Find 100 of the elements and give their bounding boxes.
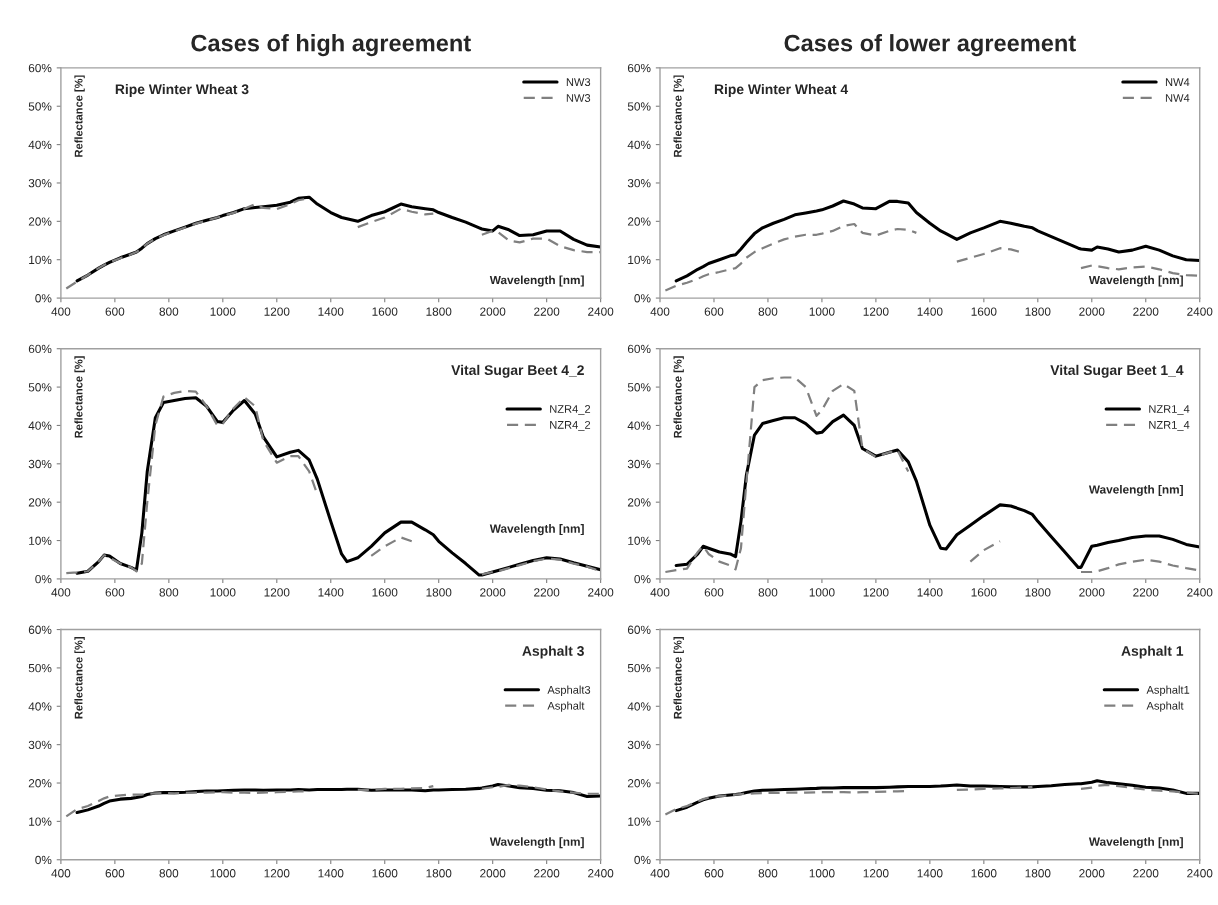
y-tick-label: 20% [28,217,52,226]
y-tick-label: 50% [28,383,52,392]
x-tick-label: 800 [159,588,179,597]
legend-label: NW4 [1165,94,1190,102]
legend-label: NW3 [566,78,591,87]
y-axis-title: Reflectance [%] [673,356,684,438]
y-tick-label: 50% [28,102,52,111]
legend-label: NZR4_2 [550,420,591,431]
x-tick-label: 1200 [863,588,889,597]
y-tick-label: 0% [35,855,52,865]
x-tick-label: 1000 [210,869,236,878]
y-tick-label: 10% [628,255,651,265]
legend-label: NZR1_4 [1149,421,1190,431]
x-axis-title: Wavelength [nm] [489,837,584,849]
legend-label: Asphalt [1146,701,1184,712]
y-tick-label: 20% [627,498,651,507]
x-axis-title: Wavelength [nm] [1088,275,1183,287]
y-tick-label: 40% [28,702,52,711]
x-tick-label: 400 [650,588,670,597]
x-tick-label: 800 [758,307,778,316]
y-tick-label: 40% [28,140,52,149]
x-tick-label: 1000 [809,307,835,316]
text: Asphalt 1 [1121,645,1184,659]
x-tick-label: 1400 [318,869,344,878]
x-tick-label: 2400 [588,588,614,597]
y-tick-label: 30% [28,179,52,188]
x-tick-label: 1400 [318,588,344,597]
x-axis-title: Wavelength [nm] [489,275,584,287]
x-tick-label: 400 [51,869,71,878]
x-tick-label: 1200 [264,588,290,597]
x-tick-label: 2000 [480,588,506,597]
y-tick-label: 10% [628,536,651,545]
text: Ripe Winter Wheat 3 [115,83,249,97]
y-tick-label: 60% [627,344,651,354]
y-tick-label: 40% [627,421,651,430]
x-tick-label: 2200 [1133,869,1159,878]
x-tick-label: 1800 [426,307,452,316]
x-tick-label: 1400 [917,307,943,316]
legend-label: NZR4_2 [550,405,591,416]
x-tick-label: 2000 [1079,588,1105,597]
y-axis-title: Reflectance [%] [74,637,85,719]
x-tick-label: 800 [758,869,778,878]
text: Ripe Winter Wheat 4 [714,83,849,97]
y-tick-label: 60% [28,625,52,634]
x-tick-label: 1000 [210,307,236,316]
text: Vital Sugar Beet 4_2 [451,364,584,378]
y-tick-label: 20% [28,498,52,507]
x-tick-label: 1600 [971,869,997,878]
x-tick-label: 1800 [1025,869,1051,878]
x-tick-label: 2400 [588,307,614,316]
y-tick-label: 10% [29,817,52,826]
x-tick-label: 600 [704,588,724,597]
y-tick-label: 20% [28,779,52,788]
x-tick-label: 2000 [1079,869,1105,878]
y-tick-label: 60% [627,63,651,73]
x-tick-label: 1200 [264,307,290,316]
x-tick-label: 1200 [863,307,889,316]
x-axis-title: Wavelength [nm] [1088,484,1183,497]
x-tick-label: 2400 [1187,869,1213,878]
y-axis-title: Reflectance [%] [673,637,684,719]
x-tick-label: 400 [650,307,670,316]
x-tick-label: 1800 [1025,588,1051,597]
y-tick-label: 40% [28,421,52,430]
x-tick-label: 1000 [210,588,236,597]
y-axis-title: Reflectance [%] [673,75,684,157]
y-tick-label: 60% [627,625,651,634]
x-axis-title: Wavelength [nm] [1088,837,1183,849]
y-tick-label: 50% [28,663,52,673]
y-tick-label: 40% [627,140,651,149]
chart-title: Cases of lower agreement [784,34,1076,57]
x-tick-label: 1200 [863,869,889,878]
x-tick-label: 2200 [1133,307,1159,316]
y-tick-label: 0% [634,294,651,303]
x-tick-label: 2000 [480,307,506,316]
y-tick-label: 20% [627,217,651,226]
x-tick-label: 1800 [1025,307,1051,316]
x-tick-label: 1400 [917,869,943,878]
y-axis-title: Reflectance [%] [74,75,85,157]
x-tick-label: 2200 [534,869,560,878]
y-tick-label: 30% [28,459,52,469]
chart-title: Cases of high agreement [191,34,471,57]
y-tick-label: 0% [35,294,52,303]
y-tick-label: 50% [627,102,651,111]
y-tick-label: 40% [627,702,651,711]
text: Vital Sugar Beet 1_4 [1050,364,1184,378]
x-tick-label: 1800 [426,588,452,597]
x-tick-label: 1000 [809,588,835,597]
x-tick-label: 1400 [318,307,344,316]
y-tick-label: 60% [28,63,52,73]
legend-label: NW3 [566,94,591,102]
x-tick-label: 600 [704,869,724,878]
x-tick-label: 800 [159,869,179,878]
x-tick-label: 600 [704,307,724,316]
legend-label: NW4 [1165,78,1190,86]
x-tick-label: 600 [105,869,125,878]
legend-label: Asphalt [547,701,585,712]
x-tick-label: 2400 [1187,307,1213,316]
x-tick-label: 2200 [534,307,560,316]
x-tick-label: 2000 [1079,307,1105,316]
x-tick-label: 1000 [809,869,835,878]
